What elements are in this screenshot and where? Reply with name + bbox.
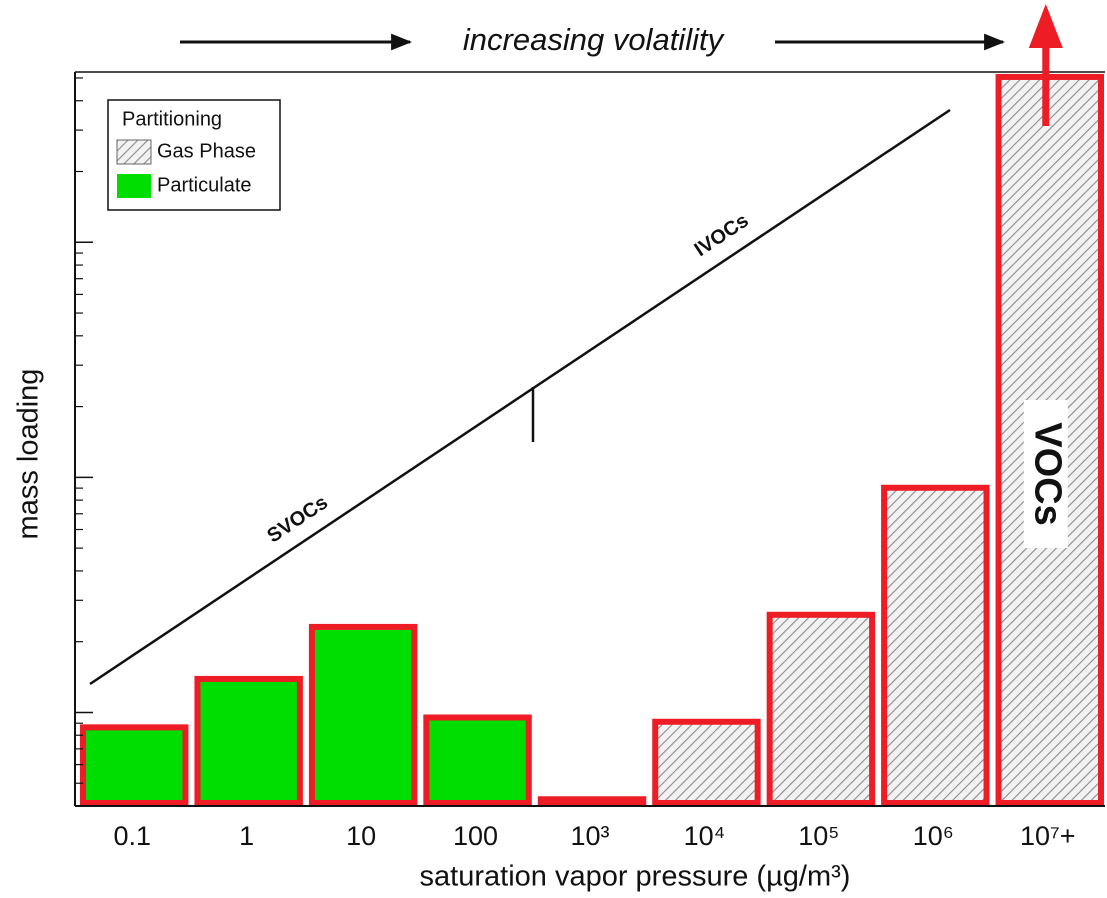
bar	[308, 623, 418, 807]
x-tick-label: 100	[453, 821, 498, 851]
bar	[652, 718, 761, 807]
trend-line	[89, 108, 951, 686]
x-tick-label: 10⁴	[684, 821, 726, 851]
bar	[423, 714, 532, 807]
bar	[537, 796, 647, 807]
y-axis-label: mass loading	[13, 369, 45, 540]
x-tick-label: 0.1	[113, 821, 151, 851]
legend-swatch	[117, 174, 151, 198]
ivoc-label: IVOCs	[691, 210, 753, 262]
x-tick-label: 10³	[570, 821, 609, 851]
bar	[881, 484, 990, 806]
x-tick-label: 1	[239, 821, 254, 851]
increase-arrow-head	[1028, 4, 1063, 48]
x-tick-label: 10⁷+	[1020, 821, 1076, 851]
legend-label: Gas Phase	[157, 140, 256, 162]
x-tick-label: 10	[346, 821, 376, 851]
x-tick-label: 10⁵	[798, 821, 839, 851]
bar	[80, 724, 189, 806]
bar	[194, 675, 303, 807]
x-tick-label: 10⁶	[913, 821, 954, 851]
x-axis-label: saturation vapor pressure (µg/m³)	[420, 861, 851, 893]
volatility-label: increasing volatility	[463, 22, 726, 57]
voc-label: VOCs	[1027, 422, 1069, 525]
legend-label: Particulate	[157, 174, 252, 196]
voc-label-box	[1023, 400, 1068, 548]
svoc-label: SVOCs	[263, 491, 332, 547]
legend-swatch	[116, 139, 152, 165]
legend-title: Partitioning	[122, 108, 222, 130]
bar	[766, 611, 876, 806]
